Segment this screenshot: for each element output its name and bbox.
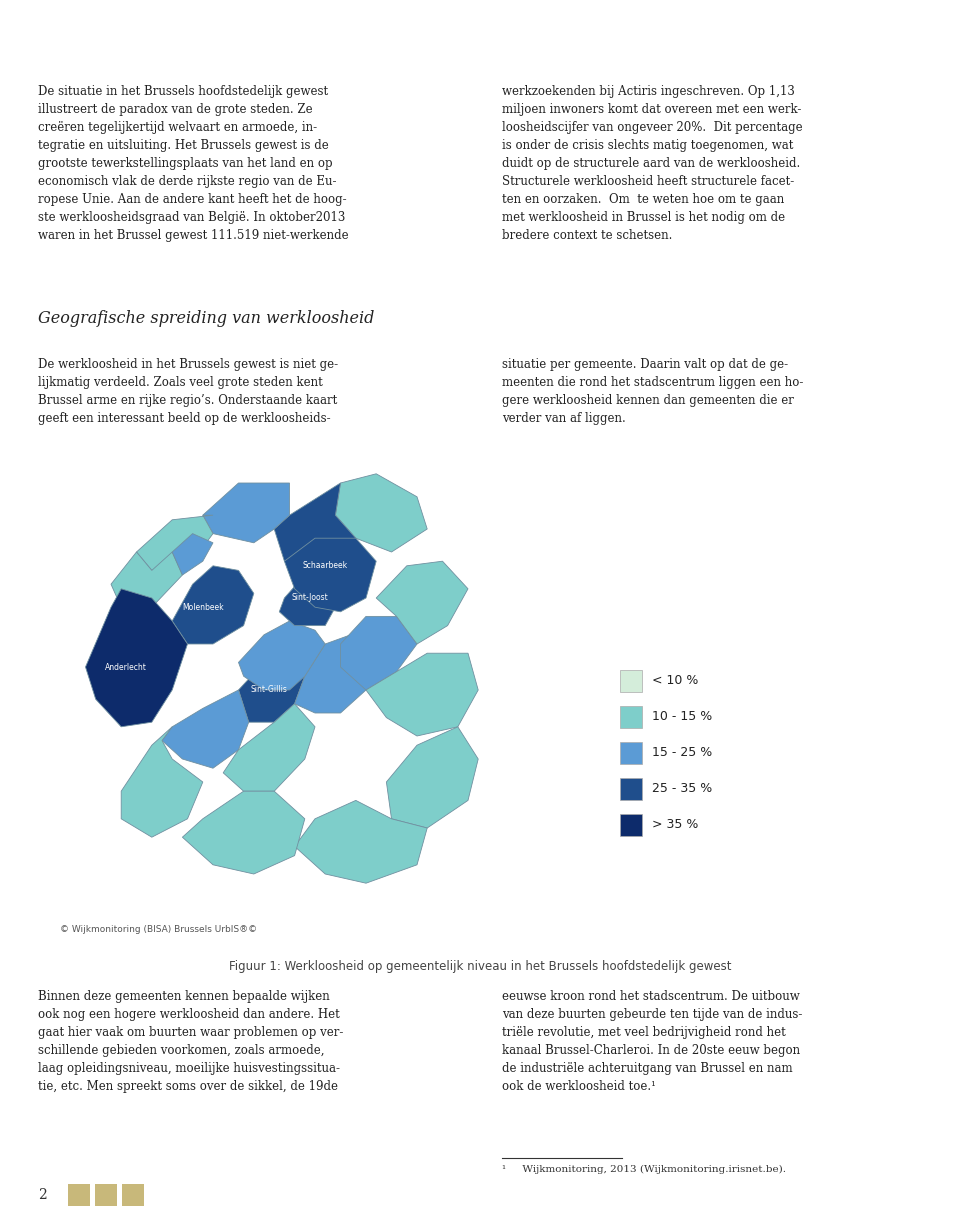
Polygon shape [223,703,315,791]
Text: > 35 %: > 35 % [652,818,698,832]
Text: Schaarbeek: Schaarbeek [302,562,348,570]
Polygon shape [121,726,203,838]
Text: eeuwse kroon rond het stadscentrum. De uitbouw
van deze buurten gebeurde ten tij: eeuwse kroon rond het stadscentrum. De u… [502,990,803,1093]
Text: Anderlecht: Anderlecht [106,663,147,672]
Polygon shape [162,690,249,768]
Polygon shape [295,801,427,883]
Text: Geografische spreiding van werkloosheid: Geografische spreiding van werkloosheid [38,310,374,327]
Polygon shape [275,484,356,575]
Polygon shape [85,589,187,726]
Polygon shape [172,534,213,575]
Text: De situatie in het Brussels hoofdstedelijk gewest
illustreert de paradox van de : De situatie in het Brussels hoofdstedeli… [38,85,348,242]
Text: De werkloosheid in het Brussels gewest is niet ge-
lijkmatig verdeeld. Zoals vee: De werkloosheid in het Brussels gewest i… [38,358,338,425]
Text: ¹     Wijkmonitoring, 2013 (Wijkmonitoring.irisnet.be).: ¹ Wijkmonitoring, 2013 (Wijkmonitoring.i… [502,1165,786,1175]
Text: WERK EN WERKLOOSHEID IN BRUSSEL: DE SCHETS VAN EEN PARADOX: WERK EN WERKLOOSHEID IN BRUSSEL: DE SCHE… [21,20,708,38]
Polygon shape [238,653,305,722]
Polygon shape [238,621,325,690]
Polygon shape [111,552,182,607]
Text: Figuur 1: Werkloosheid op gemeentelijk niveau in het Brussels hoofdstedelijk gew: Figuur 1: Werkloosheid op gemeentelijk n… [228,960,732,973]
Polygon shape [386,726,478,828]
Polygon shape [295,635,376,713]
Text: < 10 %: < 10 % [652,674,698,687]
Text: werkzoekenden bij Actiris ingeschreven. Op 1,13
miljoen inwoners komt dat overee: werkzoekenden bij Actiris ingeschreven. … [502,85,803,242]
Polygon shape [366,653,478,736]
Text: Molenbeek: Molenbeek [182,603,224,612]
Text: 15 - 25 %: 15 - 25 % [652,746,712,759]
Polygon shape [279,575,341,625]
Polygon shape [172,565,253,643]
Text: 10 - 15 %: 10 - 15 % [652,711,712,724]
Polygon shape [182,791,305,874]
Text: Sint-Joost: Sint-Joost [292,593,328,602]
Polygon shape [136,515,213,570]
Polygon shape [376,562,468,643]
Text: Sint-Gillis: Sint-Gillis [251,685,288,695]
Polygon shape [341,617,417,690]
Text: 2: 2 [38,1188,47,1201]
Text: © Wijkmonitoring (BISA) Brussels UrbIS®©: © Wijkmonitoring (BISA) Brussels UrbIS®© [60,926,257,934]
Text: Binnen deze gemeenten kennen bepaalde wijken
ook nog een hogere werkloosheid dan: Binnen deze gemeenten kennen bepaalde wi… [38,990,344,1093]
Text: 25 - 35 %: 25 - 35 % [652,783,712,796]
Polygon shape [203,484,290,543]
Polygon shape [284,538,376,612]
Polygon shape [335,474,427,552]
Text: situatie per gemeente. Daarin valt op dat de ge-
meenten die rond het stadscentr: situatie per gemeente. Daarin valt op da… [502,358,804,425]
